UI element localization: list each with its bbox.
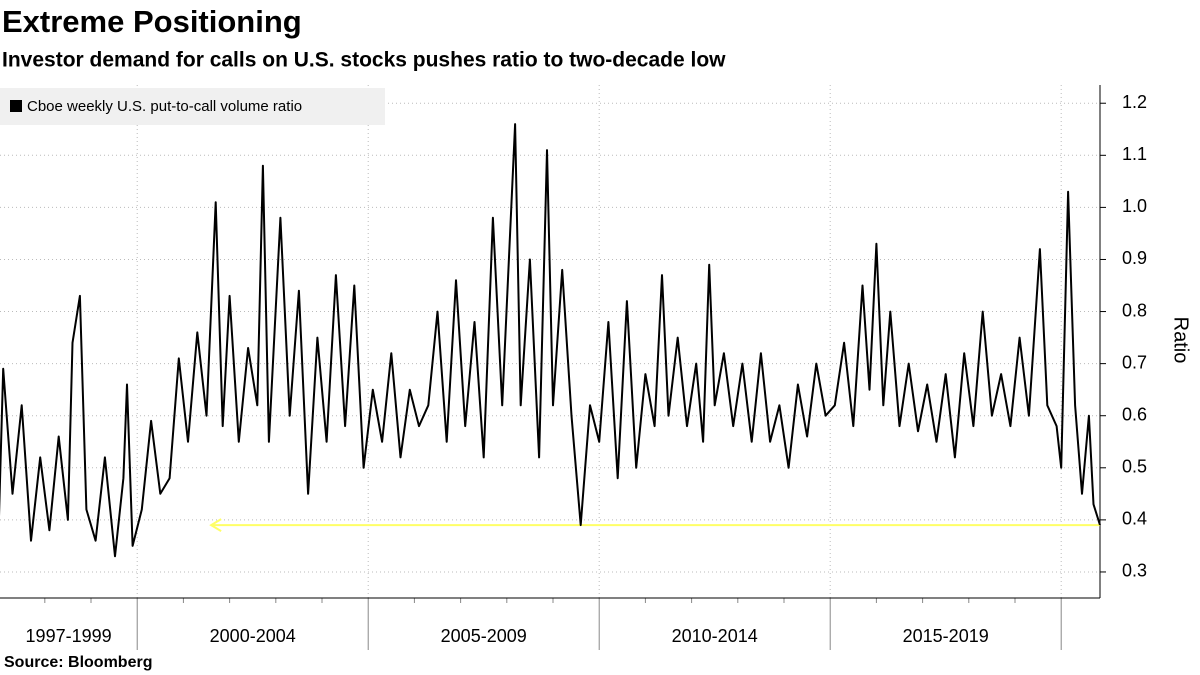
y-tick-label: 1.2 <box>1122 92 1147 112</box>
y-tick-label: 0.9 <box>1122 248 1147 268</box>
y-tick-label: 1.0 <box>1122 196 1147 216</box>
legend-box <box>0 88 385 125</box>
chart-subtitle: Investor demand for calls on U.S. stocks… <box>2 49 726 72</box>
x-group-label: 1997-1999 <box>26 626 112 646</box>
y-tick-label: 0.7 <box>1122 352 1147 372</box>
x-group-label: 2010-2014 <box>672 626 758 646</box>
y-tick-label: 0.4 <box>1122 509 1147 529</box>
line-series <box>0 123 1101 558</box>
chart-title: Extreme Positioning <box>2 4 302 39</box>
reference-arrow <box>209 518 222 532</box>
legend-label: Cboe weekly U.S. put-to-call volume rati… <box>27 98 302 115</box>
y-tick-label: 0.8 <box>1122 300 1147 320</box>
x-group-label: 2005-2009 <box>441 626 527 646</box>
x-group-label: 2015-2019 <box>903 626 989 646</box>
y-tick-label: 0.6 <box>1122 404 1147 424</box>
y-tick-label: 1.1 <box>1122 144 1147 164</box>
x-group-label: 2000-2004 <box>210 626 296 646</box>
y-tick-label: 0.3 <box>1122 561 1147 581</box>
source: Source: Bloomberg <box>4 654 152 671</box>
y-tick-label: 0.5 <box>1122 457 1147 477</box>
y-axis-label: Ratio <box>1170 317 1192 364</box>
legend-swatch <box>10 100 22 112</box>
